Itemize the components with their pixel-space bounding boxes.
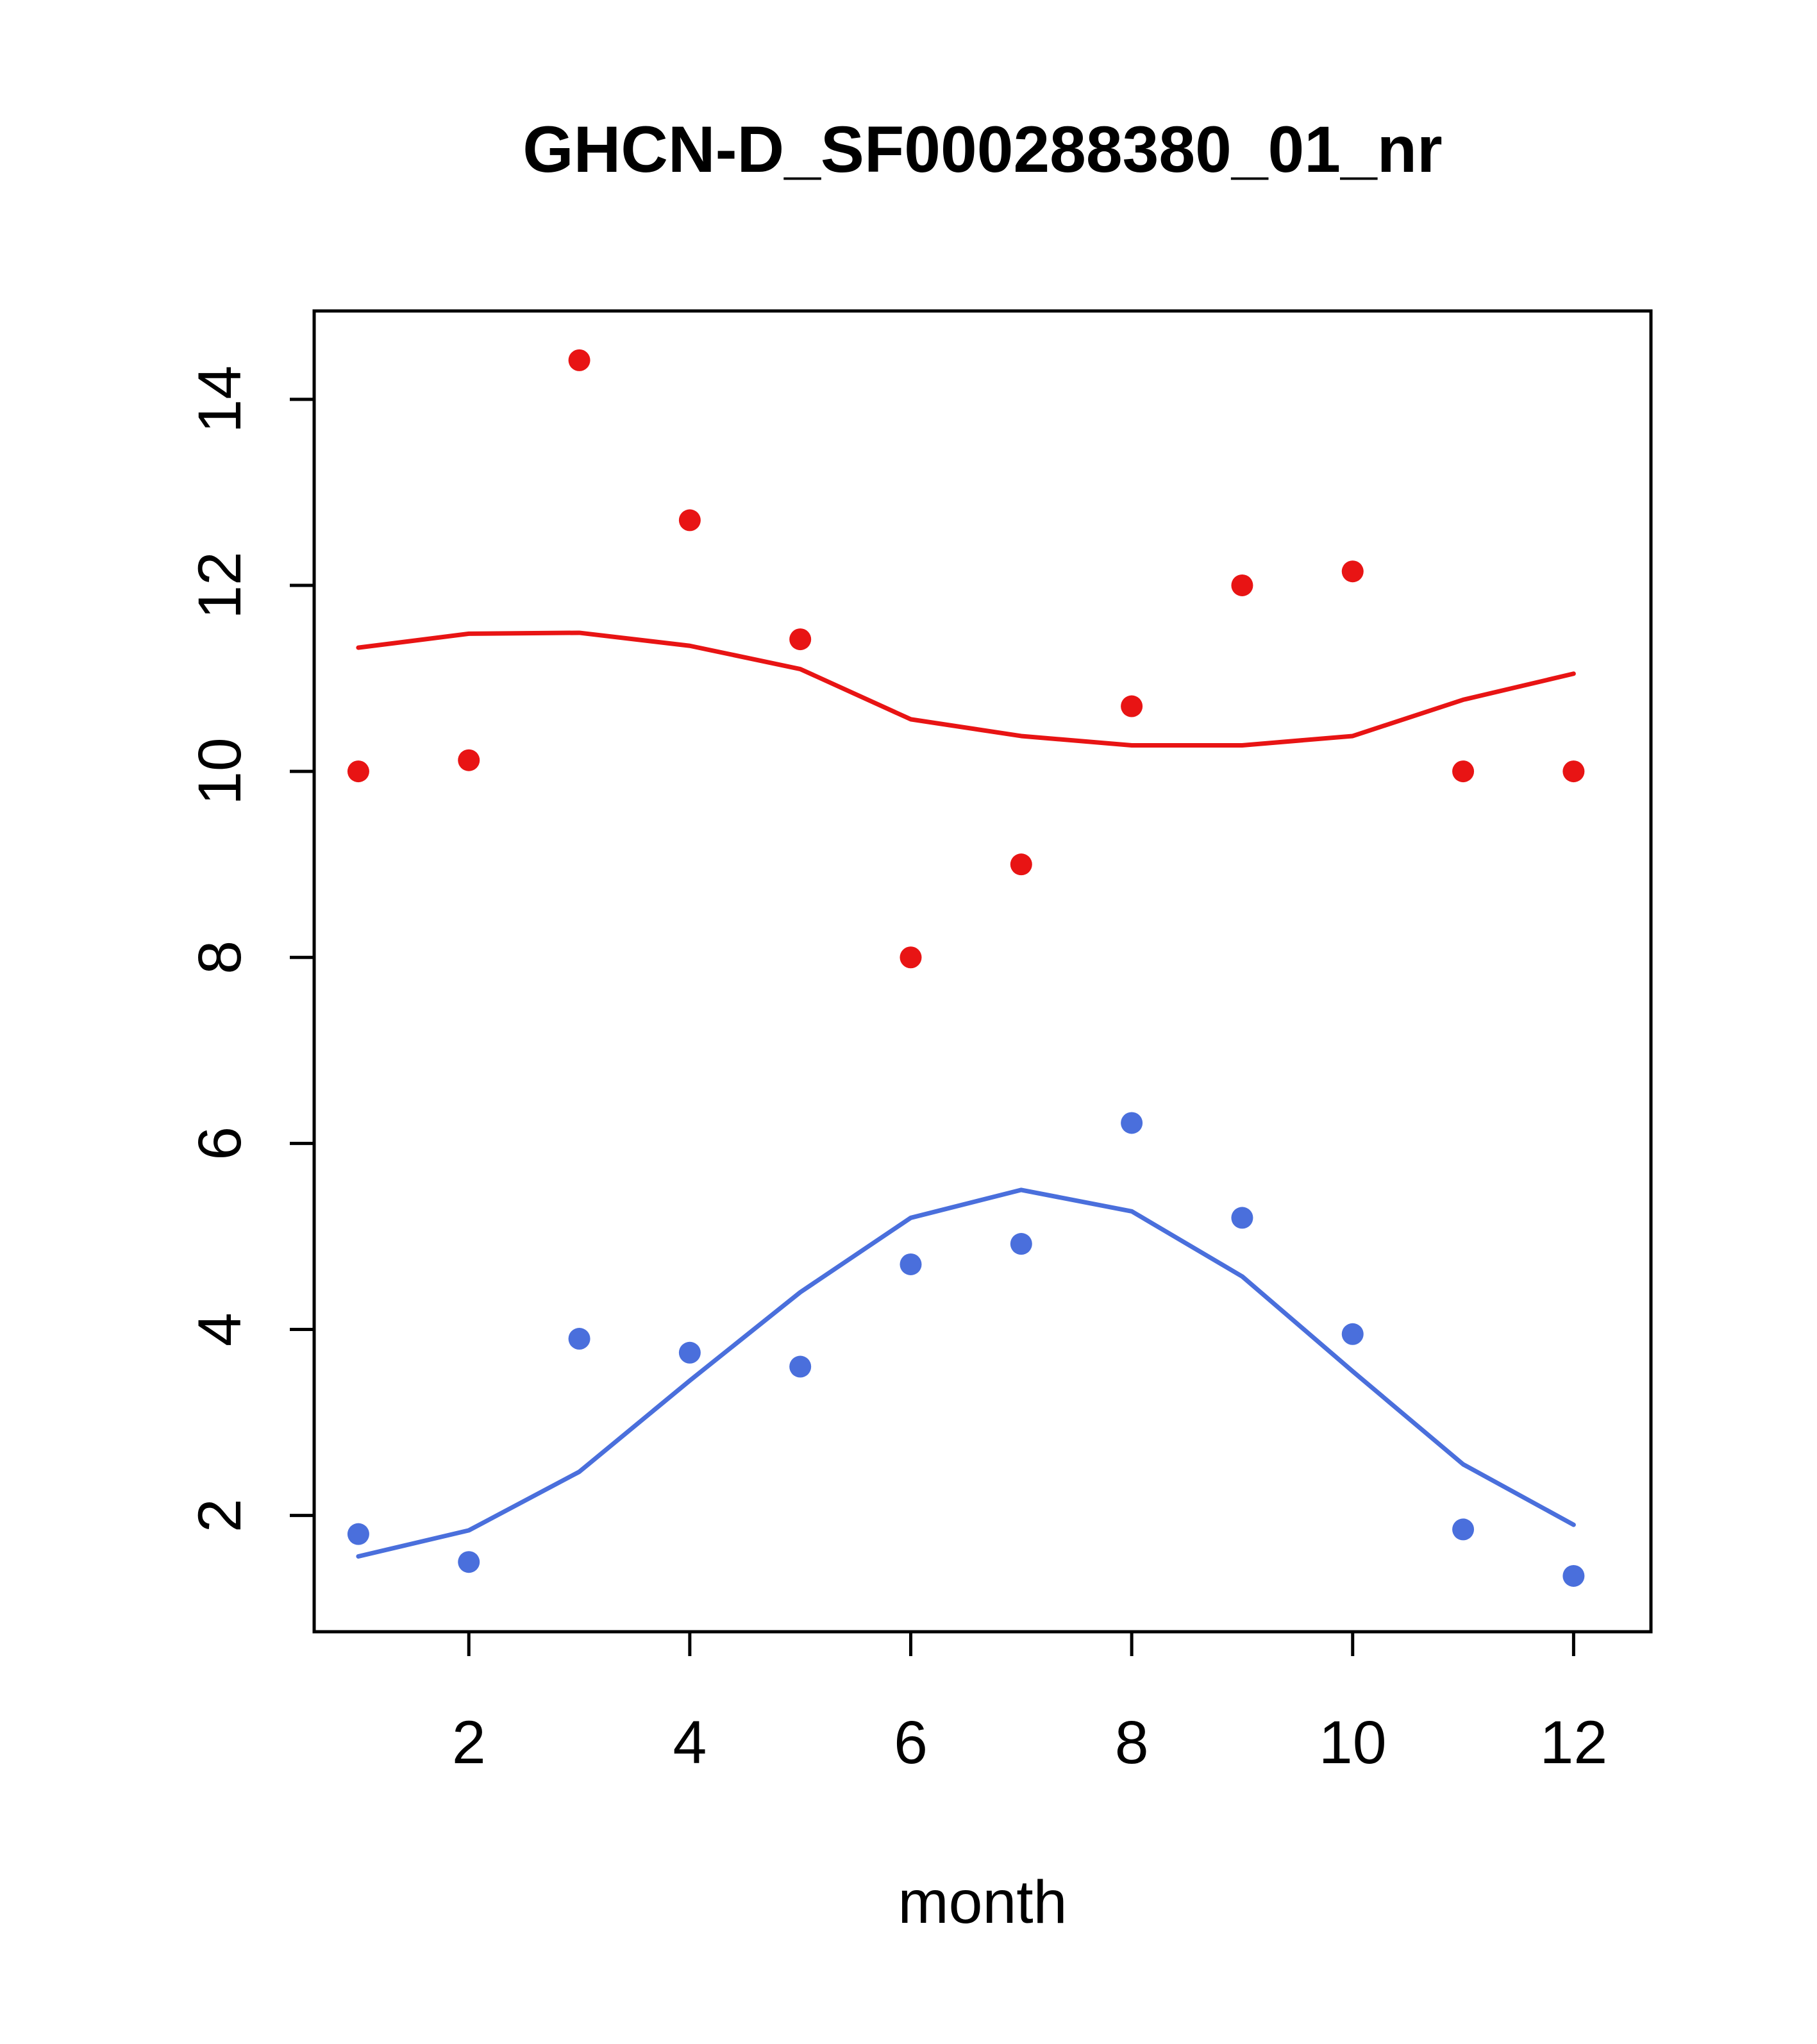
plot-box bbox=[312, 309, 1653, 1634]
x-tick-label: 6 bbox=[894, 1709, 928, 1777]
x-tick-label: 12 bbox=[1540, 1709, 1608, 1777]
data-point-lower-points-blue bbox=[1121, 1112, 1143, 1134]
data-point-lower-points-blue bbox=[678, 1341, 701, 1364]
y-tick-label: 14 bbox=[186, 365, 254, 433]
smooth-line-lower-smooth-blue bbox=[356, 1187, 1576, 1559]
data-point-upper-points-red bbox=[1452, 760, 1475, 783]
data-point-upper-points-red bbox=[900, 946, 922, 969]
data-point-lower-points-blue bbox=[900, 1253, 922, 1275]
chart-title: GHCN-D_SF000288380_01_nr bbox=[523, 113, 1443, 186]
data-point-upper-points-red bbox=[1231, 574, 1253, 596]
data-point-upper-points-red bbox=[347, 760, 369, 783]
x-axis-title: month bbox=[898, 1868, 1068, 1936]
data-point-lower-points-blue bbox=[1452, 1518, 1475, 1541]
data-point-upper-points-red bbox=[1562, 760, 1585, 783]
data-point-upper-points-red bbox=[1341, 560, 1364, 583]
data-point-upper-points-red bbox=[678, 509, 701, 532]
data-point-lower-points-blue bbox=[789, 1355, 812, 1378]
data-point-lower-points-blue bbox=[1341, 1323, 1364, 1345]
data-point-lower-points-blue bbox=[1231, 1207, 1253, 1229]
data-point-lower-points-blue bbox=[458, 1551, 480, 1573]
y-tick-label: 4 bbox=[186, 1312, 254, 1346]
y-tick-label: 8 bbox=[186, 941, 254, 975]
x-tick-label: 8 bbox=[1115, 1709, 1149, 1777]
data-point-upper-points-red bbox=[1010, 853, 1032, 876]
x-tick-label: 4 bbox=[673, 1709, 707, 1777]
data-point-lower-points-blue bbox=[347, 1523, 369, 1545]
data-point-lower-points-blue bbox=[1010, 1233, 1032, 1255]
data-point-upper-points-red bbox=[568, 349, 590, 371]
y-tick-label: 2 bbox=[186, 1498, 254, 1532]
data-point-lower-points-blue bbox=[568, 1328, 590, 1350]
smooth-line-upper-smooth-red bbox=[356, 630, 1576, 748]
y-tick-label: 10 bbox=[186, 737, 254, 805]
data-point-upper-points-red bbox=[458, 749, 480, 771]
data-point-upper-points-red bbox=[789, 628, 812, 651]
data-point-upper-points-red bbox=[1121, 695, 1143, 717]
data-point-lower-points-blue bbox=[1562, 1564, 1585, 1587]
y-tick-label: 6 bbox=[186, 1127, 254, 1160]
x-tick-label: 10 bbox=[1319, 1709, 1387, 1777]
y-tick-label: 12 bbox=[186, 551, 254, 619]
x-tick-label: 2 bbox=[452, 1709, 486, 1777]
